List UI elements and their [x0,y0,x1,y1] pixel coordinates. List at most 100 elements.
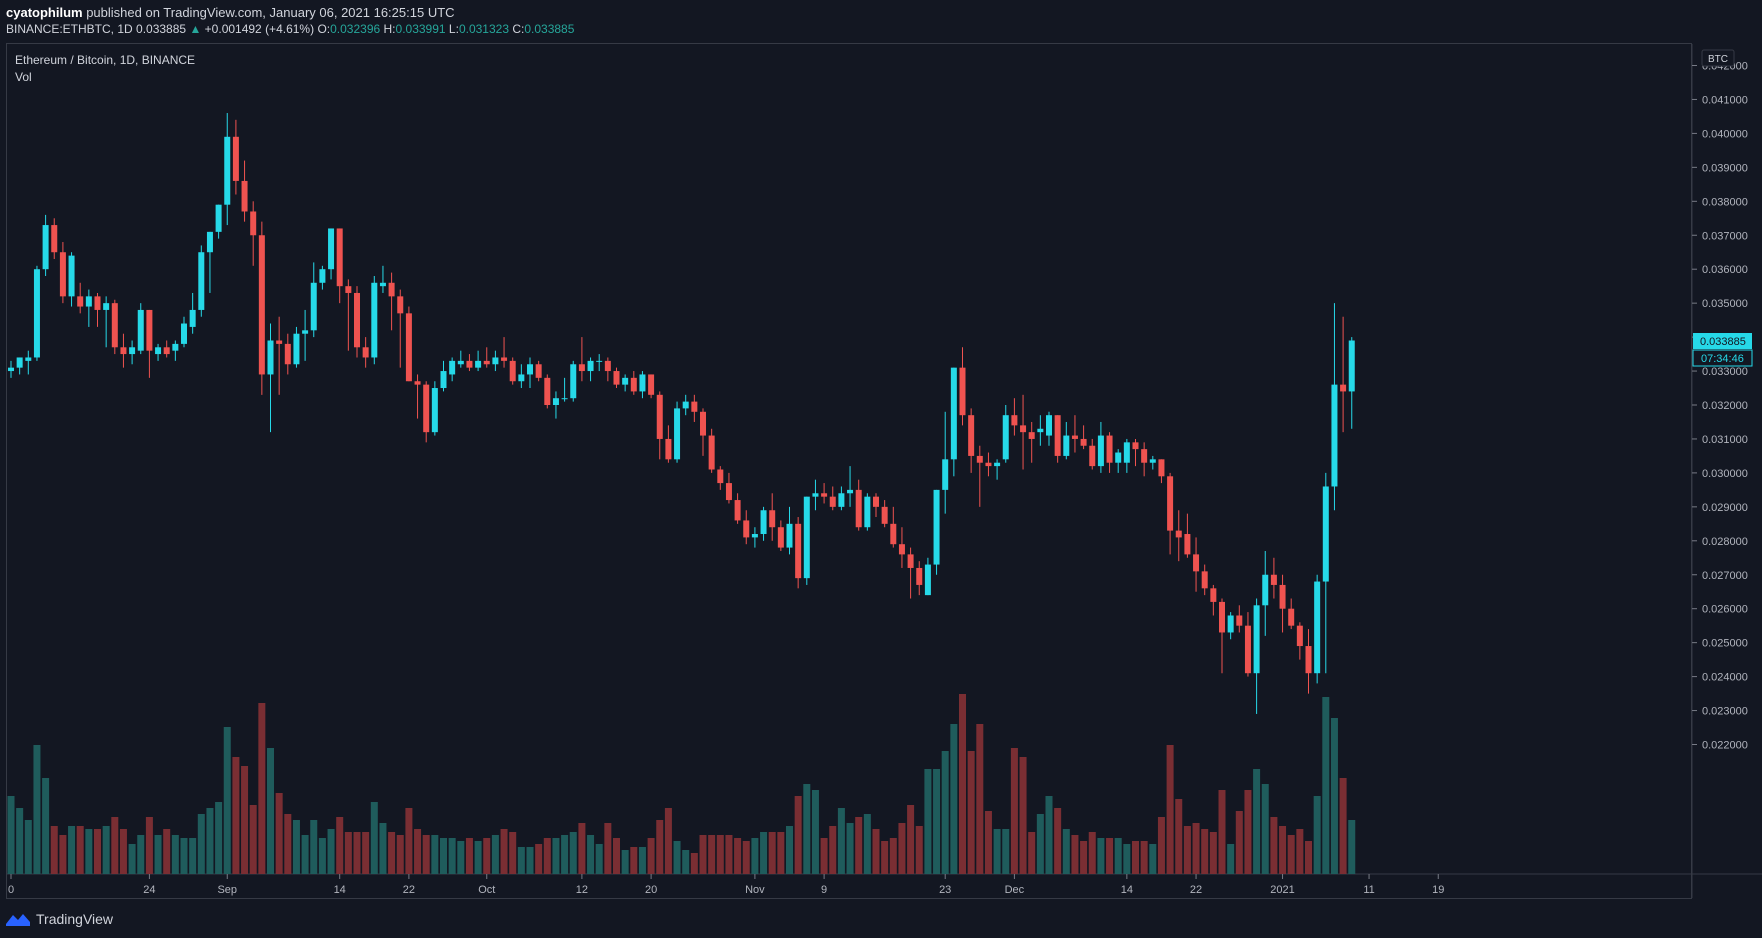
candle-body [1348,340,1355,392]
volume-bar [872,829,880,874]
volume-bar [725,835,733,874]
volume-bar [933,769,941,874]
volume-bar [803,784,811,874]
candle-body [890,523,897,545]
volume-bar [647,838,655,874]
volume-bar [33,745,41,874]
volume-bar [310,820,318,874]
candle-body [1037,428,1044,433]
volume-bar [1002,829,1010,874]
candle-body [561,398,568,400]
candle-body [544,377,551,405]
candle-body [77,296,84,307]
candle-body [803,496,810,579]
price-change: +0.001492 (+4.61%) [204,22,315,36]
tradingview-logo-icon [6,914,30,926]
candle-body [881,506,888,524]
price-axis[interactable]: 0.022000 0.023000 0.024000 0.025000 0.026000… [1692,61,1748,752]
candle-body [700,411,706,436]
volume-bar [535,844,543,874]
symbol-line: BINANCE:ETHBTC, 1D 0.033885 ▲ +0.001492 … [6,21,574,37]
candle-body [786,523,793,548]
candle-body [1080,438,1087,446]
candle-body [1279,584,1286,609]
candle-body [1002,415,1009,460]
volume-bar [189,838,197,874]
candle-body [864,496,871,528]
volume-bar [768,832,776,874]
volume-bar [448,838,456,874]
volume-bar [777,832,785,874]
volume-bar [197,814,205,874]
candle-body [1020,425,1027,433]
candle-body [639,374,646,392]
volume-bar [829,826,837,874]
candle-body [976,455,983,463]
time-tick-label: Dec [1005,884,1025,896]
volume-bar [1019,757,1027,874]
candle-body [838,493,845,507]
candle-body [916,567,923,585]
candle-body [1184,534,1191,555]
volume-bar [595,844,603,874]
candle-body [596,360,603,362]
price-tick-label: 0.037000 [1702,230,1748,242]
up-arrow-icon: ▲ [189,22,202,36]
volume-bar [206,808,214,874]
volume-bar [1010,748,1018,874]
candle-body [622,377,629,385]
volume-bar [976,724,984,874]
candle-body [587,360,594,372]
candle-body [8,367,14,372]
volume-bar [163,829,171,874]
volume-bar [414,829,422,874]
volume-bar [846,823,854,874]
candle-body [898,544,905,555]
volume-bar [1123,844,1131,874]
candle-body [449,360,456,375]
volume-bar [1313,796,1321,874]
time-tick-label: 22 [1190,884,1202,896]
volume-bar [301,835,309,874]
candle-body [33,269,40,358]
volume-bar [1149,844,1157,874]
price-tick-label: 0.040000 [1702,128,1748,140]
tradingview-footer[interactable]: TradingView [6,911,113,927]
candle-body [25,357,32,361]
volume-bar [587,835,595,874]
candle-body [1046,415,1052,436]
candle-body [1028,432,1035,439]
volume-bar [837,808,845,874]
volume-bar [171,835,179,874]
volume-bar [993,829,1001,874]
volume-bar [215,802,223,874]
candle-body [959,367,966,416]
brand-label: TradingView [36,911,114,927]
volume-bar [690,853,698,874]
candle-body [258,235,265,375]
candle-body [302,330,309,334]
time-tick-label: 23 [939,884,951,896]
volume-bar [630,847,638,874]
time-axis[interactable]: 0 24 Sep 14 22 Oct 12 20 Nov 9 23 Dec 14 22 2021 11 19 [8,874,1444,896]
candle-body [855,489,862,528]
volume-bar [1261,784,1269,874]
last-price-tag [1693,333,1752,350]
volume-bar [561,835,569,874]
volume-bar [422,835,430,874]
candle-body [1201,571,1208,589]
candle-body [206,231,213,253]
volume-bar [1080,841,1088,874]
candle-body [457,360,464,365]
candle-body [682,401,689,409]
time-tick-label: Nov [745,884,765,896]
candle-body [483,360,490,365]
volume-bar [388,832,396,874]
author-name[interactable]: cyatophilum [6,5,83,20]
candle-body [423,384,430,433]
low-value: 0.031323 [458,22,509,36]
volume-bar [370,802,378,874]
volume-bar [1140,841,1148,874]
volume-bar [457,841,465,874]
